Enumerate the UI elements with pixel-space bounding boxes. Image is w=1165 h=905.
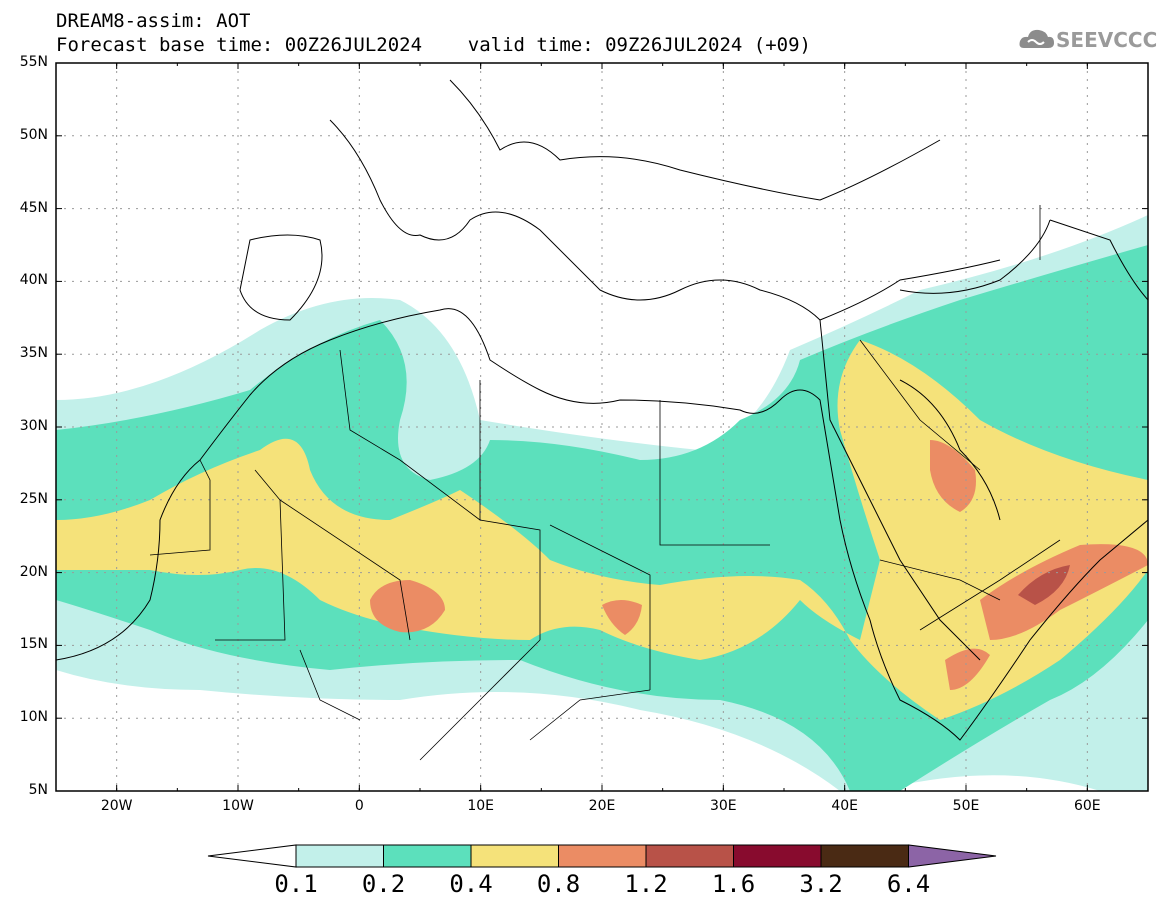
aot-contour-0.8 bbox=[930, 440, 976, 512]
aot-contour-0.8 bbox=[602, 600, 642, 635]
forecast-times: Forecast base time: 00Z26JUL2024 valid t… bbox=[56, 34, 811, 56]
coastlines bbox=[56, 79, 1148, 741]
seevccc-logo: SEEVCCC bbox=[1056, 28, 1158, 52]
axis-ticks bbox=[55, 62, 1149, 792]
lon-label: 0 bbox=[354, 798, 364, 814]
colorbar-label: 3.2 bbox=[799, 870, 843, 898]
aot-contour-0.8 bbox=[980, 544, 1148, 640]
lon-label: 10W bbox=[222, 798, 254, 814]
map-grid bbox=[56, 63, 1148, 791]
lat-label: 40N bbox=[19, 272, 48, 289]
lon-label: 20E bbox=[588, 798, 616, 814]
colorbar-segment bbox=[295, 844, 384, 868]
colorbar-label: 0.4 bbox=[449, 870, 493, 898]
lon-label: 30E bbox=[709, 798, 737, 814]
colorbar-segment bbox=[558, 844, 647, 868]
lat-label: 30N bbox=[19, 418, 48, 434]
aot-fields bbox=[56, 215, 1148, 791]
colorbar-label: 0.1 bbox=[274, 870, 318, 898]
lon-label: 10E bbox=[467, 798, 494, 814]
lat-label: 50N bbox=[19, 126, 48, 143]
aot-contour-1.2 bbox=[1018, 565, 1070, 605]
lat-label: 25N bbox=[19, 490, 48, 507]
aot-contour-0.4 bbox=[56, 340, 1148, 720]
colorbar-label: 1.2 bbox=[624, 870, 668, 898]
lon-label: 20W bbox=[100, 798, 133, 814]
lon-label: 50E bbox=[952, 798, 980, 814]
lat-label: 55N bbox=[19, 54, 48, 70]
map-title: DREAM8-assim: AOT bbox=[56, 10, 251, 32]
aot-contour-0.8 bbox=[370, 580, 445, 633]
lon-label: 40E bbox=[831, 798, 858, 814]
colorbar-under-triangle bbox=[207, 844, 297, 868]
cloud-icon bbox=[1019, 29, 1054, 48]
lat-label: 20N bbox=[19, 563, 48, 580]
colorbar-label: 0.2 bbox=[361, 870, 406, 898]
country-borders bbox=[149, 205, 1061, 761]
lat-label: 10N bbox=[19, 709, 48, 726]
colorbar bbox=[207, 844, 997, 868]
colorbar-segment bbox=[383, 844, 472, 868]
colorbar-segment bbox=[470, 844, 559, 868]
lat-label: 15N bbox=[19, 636, 48, 653]
colorbar-label: 0.8 bbox=[536, 870, 581, 898]
colorbar-label: 6.4 bbox=[886, 870, 931, 898]
colorbar-segment bbox=[645, 844, 734, 868]
colorbar-segment bbox=[820, 844, 909, 868]
lat-label: 45N bbox=[19, 199, 48, 216]
lat-label: 5N bbox=[28, 782, 48, 798]
lat-label: 35N bbox=[19, 345, 48, 362]
colorbar-over-triangle bbox=[908, 844, 997, 868]
lon-label: 60E bbox=[1073, 798, 1101, 814]
colorbar-label: 1.6 bbox=[711, 870, 756, 898]
colorbar-segment bbox=[733, 844, 822, 868]
